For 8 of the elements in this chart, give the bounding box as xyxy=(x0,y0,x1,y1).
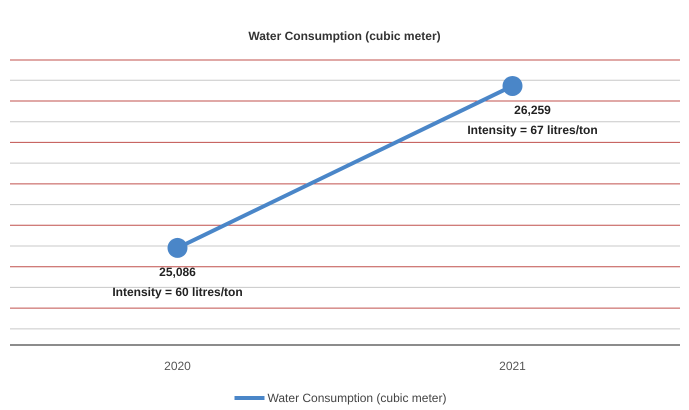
annotation: Intensity = 60 litres/ton xyxy=(112,284,243,299)
legend-label: Water Consumption (cubic meter) xyxy=(268,391,446,405)
x-tick-label: 2021 xyxy=(499,359,526,373)
data-label: 25,086 xyxy=(159,264,196,279)
x-tick-label: 2020 xyxy=(164,359,192,373)
annotation: Intensity = 67 litres/ton xyxy=(467,122,598,137)
chart-title: Water Consumption (cubic meter) xyxy=(248,29,441,43)
data-label: 26,259 xyxy=(514,102,552,117)
